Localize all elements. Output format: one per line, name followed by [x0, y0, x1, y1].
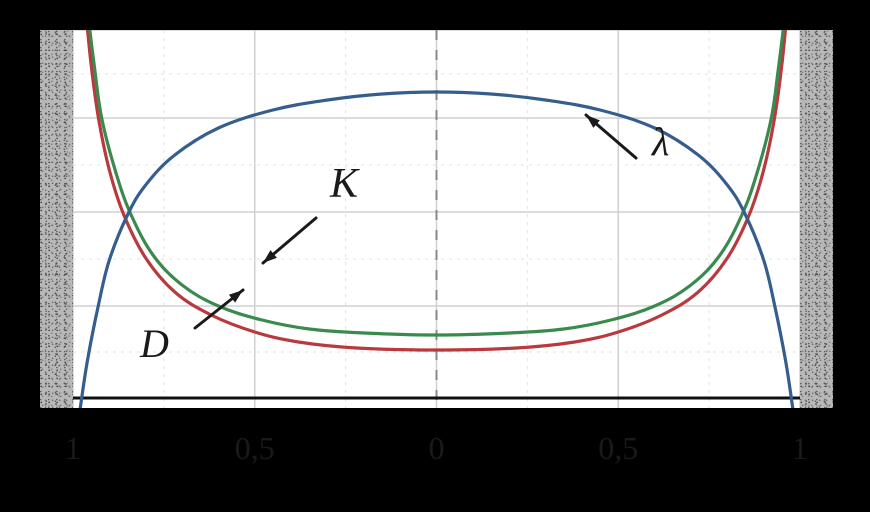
label-D: D [140, 320, 169, 367]
xtick-neg05: 0,5 [235, 430, 275, 467]
wall-right [800, 30, 833, 408]
plot-area [73, 30, 800, 408]
wall-left [40, 30, 73, 408]
xtick-pos05: 0,5 [598, 430, 638, 467]
label-K: K [330, 160, 358, 208]
xtick-neg1: 1 [65, 430, 81, 467]
xtick-0: 0 [429, 430, 445, 467]
plot-svg [73, 30, 800, 408]
label-lambda: λ [652, 118, 669, 165]
xtick-pos1: 1 [792, 430, 808, 467]
